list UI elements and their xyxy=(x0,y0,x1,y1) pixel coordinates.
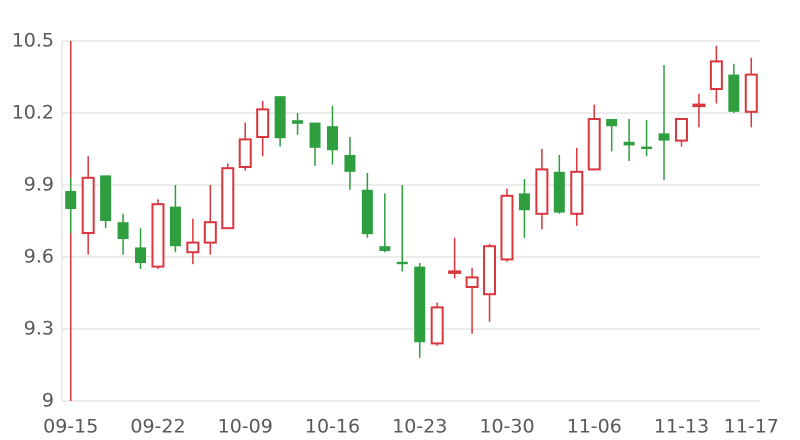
candle-body xyxy=(744,73,758,113)
candle-body xyxy=(117,222,129,239)
candle-body xyxy=(500,194,514,261)
candle-body xyxy=(203,221,217,244)
candle-body xyxy=(641,146,653,149)
candle-body xyxy=(658,133,670,141)
candle-body xyxy=(518,193,530,211)
x-tick-label: 10-23 xyxy=(392,416,447,438)
candle-body xyxy=(448,270,462,274)
y-tick-label: 9.6 xyxy=(24,246,54,268)
x-tick-label: 11-17 xyxy=(724,416,779,438)
candle-body xyxy=(81,176,95,235)
candle-body xyxy=(100,175,112,221)
candle-body xyxy=(238,138,252,168)
candle-body xyxy=(65,191,77,209)
candle-body xyxy=(379,246,391,251)
candle-body xyxy=(186,241,200,254)
candle-body xyxy=(587,118,601,171)
candle-body xyxy=(396,261,408,265)
candle-body xyxy=(169,206,181,247)
x-tick-label: 11-06 xyxy=(567,416,622,438)
x-tick-label: 10-09 xyxy=(218,416,273,438)
candle-body xyxy=(414,266,426,343)
x-tick-label: 11-13 xyxy=(654,416,709,438)
candle-body xyxy=(606,119,618,127)
candle-body xyxy=(553,171,565,213)
candle-body xyxy=(623,141,635,146)
candle-body xyxy=(344,155,356,172)
candle-body xyxy=(361,189,373,235)
x-tick-label: 10-16 xyxy=(305,416,360,438)
y-tick-label: 9.9 xyxy=(24,174,54,196)
x-tick-label: 10-30 xyxy=(479,416,534,438)
y-tick-label: 9 xyxy=(42,390,54,412)
candle-body xyxy=(292,120,304,124)
candle-body xyxy=(221,167,235,230)
y-tick-label: 10.5 xyxy=(12,30,54,52)
candle-body xyxy=(274,96,286,139)
candle-body xyxy=(135,247,147,263)
candle-body xyxy=(430,306,444,345)
candle-body xyxy=(709,60,723,91)
x-tick-label: 09-22 xyxy=(130,416,185,438)
candle-body xyxy=(465,276,479,288)
candle-body xyxy=(535,168,549,215)
candle-body xyxy=(483,245,497,296)
y-tick-label: 9.3 xyxy=(24,318,54,340)
candle-body xyxy=(728,74,740,112)
candle-body xyxy=(674,118,688,142)
candle-body xyxy=(326,126,338,151)
candle-body xyxy=(570,170,584,215)
y-tick-label: 10.2 xyxy=(12,102,54,124)
candle-body xyxy=(151,203,165,268)
candle-body xyxy=(309,122,321,148)
candle-body xyxy=(256,108,270,139)
candle-body xyxy=(692,103,706,108)
x-tick-label: 09-15 xyxy=(43,416,98,438)
